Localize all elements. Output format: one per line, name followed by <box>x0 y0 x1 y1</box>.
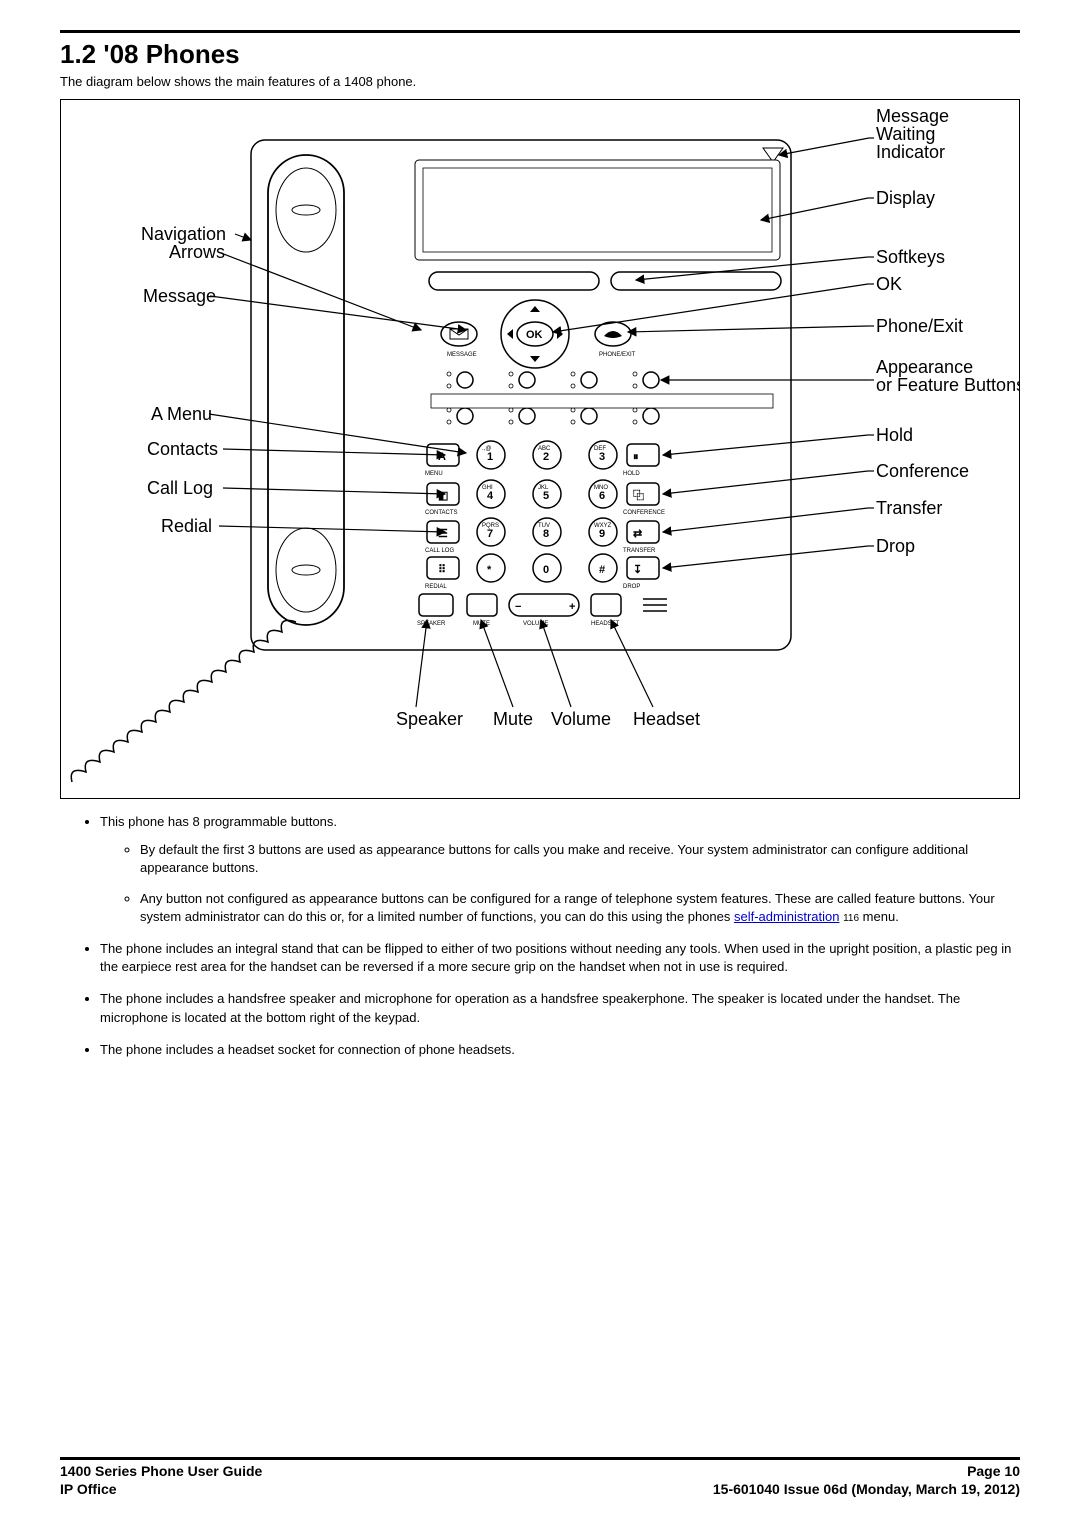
svg-text:↧: ↧ <box>633 564 642 576</box>
svg-text:DROP: DROP <box>623 584 640 590</box>
svg-text:#: # <box>599 564 605 576</box>
svg-text:MESSAGE: MESSAGE <box>447 352 477 358</box>
svg-text:7: 7 <box>487 528 493 540</box>
svg-text:Call Log: Call Log <box>147 478 213 498</box>
svg-text:Headset: Headset <box>633 709 700 729</box>
svg-text:MNO: MNO <box>594 485 608 491</box>
svg-text:*: * <box>487 564 492 576</box>
svg-text:Speaker: Speaker <box>396 709 463 729</box>
svg-text:CONTACTS: CONTACTS <box>425 510 458 516</box>
svg-text:PHONE/EXIT: PHONE/EXIT <box>599 352 636 358</box>
list-item: This phone has 8 programmable buttons.By… <box>100 813 1020 926</box>
svg-text:Volume: Volume <box>551 709 611 729</box>
svg-text:6: 6 <box>599 490 605 502</box>
svg-text:2: 2 <box>543 451 549 463</box>
svg-text:Softkeys: Softkeys <box>876 247 945 267</box>
svg-text:Phone/Exit: Phone/Exit <box>876 316 963 336</box>
svg-text:Contacts: Contacts <box>147 439 218 459</box>
svg-text:HOLD: HOLD <box>623 471 640 477</box>
svg-text:DEF: DEF <box>594 446 606 452</box>
svg-text:Drop: Drop <box>876 536 915 556</box>
svg-text:TUV: TUV <box>538 523 550 529</box>
svg-text:☰: ☰ <box>438 528 448 540</box>
svg-text:Conference: Conference <box>876 461 969 481</box>
svg-text:9: 9 <box>599 528 605 540</box>
svg-text:A: A <box>438 451 446 463</box>
svg-text:SPEAKER: SPEAKER <box>417 621 446 627</box>
svg-text:WXYZ: WXYZ <box>594 523 612 529</box>
svg-text:Message: Message <box>143 286 216 306</box>
phone-diagram: OK MESSAGE PHONE/EXIT A MENU ⏸ HOLD 1.,@ 2ABC 3DE… <box>60 99 1020 799</box>
svg-text:Transfer: Transfer <box>876 498 942 518</box>
self-administration-link[interactable]: self-administration <box>734 909 840 924</box>
section-number: 1.2 <box>60 39 96 69</box>
svg-text:OK: OK <box>526 329 543 341</box>
svg-text:CONFERENCE: CONFERENCE <box>623 510 665 516</box>
footer-left-1: 1400 Series Phone User Guide <box>60 1462 262 1480</box>
bullet-list: This phone has 8 programmable buttons.By… <box>60 813 1020 1059</box>
svg-text:0: 0 <box>543 564 549 576</box>
svg-text:⇄: ⇄ <box>633 528 642 540</box>
svg-text:⏸: ⏸ <box>633 451 639 463</box>
page-reference: 116 <box>843 913 859 924</box>
svg-text:Display: Display <box>876 188 935 208</box>
section-heading: '08 Phones <box>103 39 239 69</box>
svg-text:⠿: ⠿ <box>438 564 446 576</box>
svg-text:OK: OK <box>876 274 902 294</box>
list-item: The phone includes a headset socket for … <box>100 1041 1020 1059</box>
svg-text:MENU: MENU <box>425 471 443 477</box>
svg-text:8: 8 <box>543 528 549 540</box>
svg-text:PQRS: PQRS <box>482 523 499 529</box>
svg-text:GHI: GHI <box>482 485 493 491</box>
svg-text:Navigation: Navigation <box>141 224 226 244</box>
svg-text:Redial: Redial <box>161 516 212 536</box>
svg-text:4: 4 <box>487 490 494 502</box>
svg-text:3: 3 <box>599 451 605 463</box>
svg-text:Appearance: Appearance <box>876 357 973 377</box>
svg-text:TRANSFER: TRANSFER <box>623 548 656 554</box>
page-footer: 1400 Series Phone User Guide Page 10 IP … <box>60 1457 1020 1498</box>
list-item: The phone includes a handsfree speaker a… <box>100 990 1020 1026</box>
svg-text:.,@: .,@ <box>482 446 491 452</box>
svg-text:VOLUME: VOLUME <box>523 621 548 627</box>
list-item: Any button not configured as appearance … <box>140 890 1020 926</box>
footer-right-1: Page 10 <box>967 1462 1020 1480</box>
list-item: By default the first 3 buttons are used … <box>140 841 1020 877</box>
svg-text:Mute: Mute <box>493 709 533 729</box>
svg-text:ABC: ABC <box>538 446 551 452</box>
svg-text:+: + <box>569 601 575 613</box>
svg-text:A Menu: A Menu <box>151 404 212 424</box>
svg-text:−: − <box>515 601 521 613</box>
section-title: 1.2 '08 Phones <box>60 39 1020 70</box>
svg-text:Message: Message <box>876 106 949 126</box>
svg-text:JKL: JKL <box>538 485 549 491</box>
svg-text:or Feature Buttons: or Feature Buttons <box>876 375 1020 395</box>
svg-text:CALL LOG: CALL LOG <box>425 548 454 554</box>
svg-text:⿻: ⿻ <box>633 488 644 502</box>
svg-text:1: 1 <box>487 451 493 463</box>
footer-right-2: 15-601040 Issue 06d (Monday, March 19, 2… <box>713 1480 1020 1498</box>
list-item: The phone includes an integral stand tha… <box>100 940 1020 976</box>
svg-text:Indicator: Indicator <box>876 142 945 162</box>
svg-text:◧: ◧ <box>438 490 448 502</box>
svg-text:Waiting: Waiting <box>876 124 935 144</box>
svg-text:REDIAL: REDIAL <box>425 584 447 590</box>
intro-text: The diagram below shows the main feature… <box>60 74 1020 89</box>
svg-text:Hold: Hold <box>876 425 913 445</box>
svg-text:5: 5 <box>543 490 549 502</box>
footer-left-2: IP Office <box>60 1480 117 1498</box>
svg-text:Arrows: Arrows <box>169 242 225 262</box>
svg-text:HEADSET: HEADSET <box>591 621 620 627</box>
